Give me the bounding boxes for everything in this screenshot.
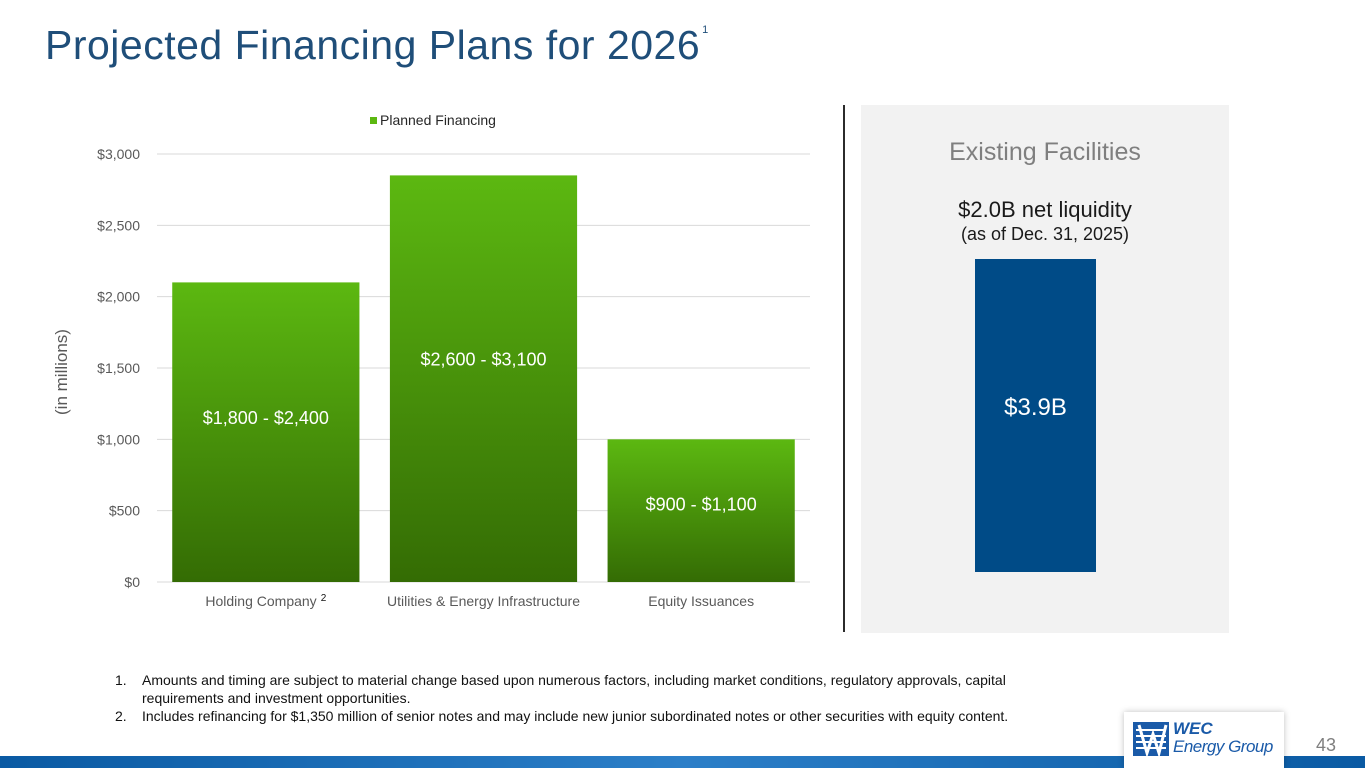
footnote-number: 2. bbox=[115, 708, 127, 724]
logo-line-2: Energy Group bbox=[1173, 737, 1273, 756]
bar-data-label: $1,800 - $2,400 bbox=[203, 408, 329, 428]
footnote-ref: 2 bbox=[321, 593, 327, 604]
x-tick-label: Holding Company 2 bbox=[205, 593, 326, 609]
y-tick-label: $2,000 bbox=[97, 289, 140, 305]
legend-label: Planned Financing bbox=[380, 112, 496, 128]
footer-band bbox=[0, 756, 1365, 768]
y-tick-label: $0 bbox=[124, 574, 140, 590]
footnote-1: 1. Amounts and timing are subject to mate… bbox=[115, 671, 1015, 707]
financing-bar-chart: $0 $500 $1,000 $1,500 $2,000 $2,500 $3,000 $1,8… bbox=[52, 112, 810, 609]
company-logo: WEC Energy Group bbox=[1124, 712, 1284, 768]
y-tick-label: $1,000 bbox=[97, 431, 140, 447]
bar-data-label: $2,600 - $3,100 bbox=[420, 349, 546, 369]
net-liquidity-text: $2.0B net liquidity bbox=[958, 197, 1132, 222]
logo-mark-icon bbox=[1133, 722, 1169, 756]
bar bbox=[607, 439, 795, 582]
chart-labels: $0 $500 $1,000 $1,500 $2,000 $2,500 $3,000 $1,8… bbox=[97, 112, 757, 609]
footnotes: 1. Amounts and timing are subject to mate… bbox=[115, 671, 1015, 725]
as-of-date-text: (as of Dec. 31, 2025) bbox=[960, 224, 1130, 244]
y-tick-label: $3,000 bbox=[97, 146, 140, 162]
bar bbox=[172, 282, 360, 582]
facilities-bar: $3.9B bbox=[975, 259, 1096, 572]
footnote-number: 1. bbox=[115, 672, 127, 688]
bar-data-label: $900 - $1,100 bbox=[646, 495, 757, 515]
bars bbox=[172, 175, 795, 582]
footnote-2: 2. Includes refinancing for $1,350 millio… bbox=[115, 707, 1015, 725]
y-tick-label: $500 bbox=[109, 503, 140, 519]
footnote-text: Amounts and timing are subject to materi… bbox=[142, 672, 1006, 706]
footnote-text: Includes refinancing for $1,350 million … bbox=[142, 708, 1009, 724]
x-tick-label: Equity Issuances bbox=[648, 593, 754, 609]
section-divider bbox=[843, 105, 845, 632]
y-tick-label: $2,500 bbox=[97, 217, 140, 233]
page-number: 43 bbox=[1316, 735, 1337, 755]
title-footnote-ref: 1 bbox=[702, 24, 709, 36]
facilities-title: Existing Facilities bbox=[949, 138, 1141, 166]
bar bbox=[389, 175, 578, 582]
existing-facilities-panel: Existing Facilities $2.0B net liquidity … bbox=[861, 105, 1229, 633]
facilities-bar-label: $3.9B bbox=[1004, 394, 1067, 421]
y-axis-title: (in millions) bbox=[52, 329, 71, 415]
page-title-text: Projected Financing Plans for 2026 bbox=[45, 22, 701, 68]
logo-line-1: WEC bbox=[1173, 719, 1213, 738]
x-tick-label: Utilities & Energy Infrastructure bbox=[387, 593, 580, 609]
legend-swatch bbox=[370, 117, 377, 124]
page-title: Projected Financing Plans for 2026 1 bbox=[45, 22, 709, 69]
y-tick-label: $1,500 bbox=[97, 360, 140, 376]
